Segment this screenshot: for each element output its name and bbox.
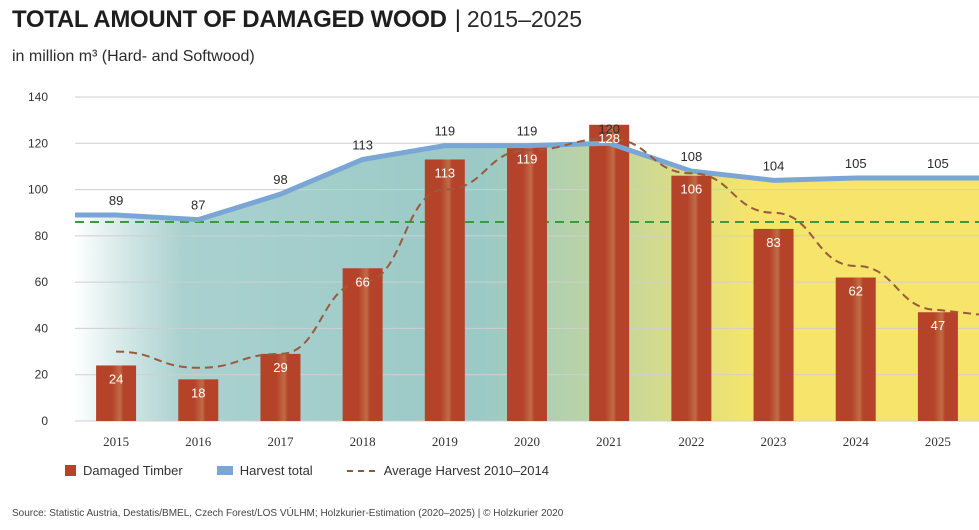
bar-damaged-timber: [835, 277, 876, 421]
harvest-value-label: 108: [681, 149, 703, 164]
bar-damaged-timber: [342, 268, 383, 421]
harvest-value-label: 98: [273, 172, 287, 187]
x-tick-label: 2017: [267, 434, 294, 449]
y-tick-label: 100: [28, 183, 48, 197]
harvest-value-label: 119: [517, 124, 538, 139]
y-tick-label: 20: [35, 368, 49, 382]
legend-item-harvest: Harvest total: [216, 463, 313, 478]
x-tick-label: 2020: [514, 434, 540, 449]
bar-damaged-timber: [753, 228, 794, 421]
bar-value-label: 66: [355, 274, 369, 289]
bar-value-label: 18: [191, 385, 205, 400]
chart-legend: Damaged Timber Harvest total Average Har…: [65, 463, 583, 478]
harvest-value-label: 104: [763, 158, 785, 173]
bar-value-label: 106: [681, 182, 703, 197]
harvest-value-label: 89: [109, 193, 123, 208]
harvest-value-label: 105: [845, 156, 867, 171]
harvest-value-label: 120: [598, 121, 620, 136]
chart-subtitle: in million m³ (Hard- and Softwood): [12, 48, 255, 65]
legend-item-damaged: Damaged Timber: [65, 463, 183, 478]
title-years: 2015–2025: [466, 6, 583, 32]
title-separator: |: [454, 6, 461, 33]
title-main: TOTAL AMOUNT OF DAMAGED WOOD: [12, 6, 447, 33]
x-tick-label: 2023: [761, 434, 787, 449]
source-note: Source: Statistic Austria, Destatis/BMEL…: [12, 508, 564, 519]
harvest-total-line: [75, 140, 979, 223]
y-tick-label: 140: [28, 90, 48, 104]
bar-value-label: 47: [931, 318, 945, 333]
y-tick-label: 40: [35, 321, 49, 335]
legend-swatch-damaged: [65, 465, 76, 476]
x-tick-label: 2019: [432, 434, 458, 449]
x-tick-label: 2018: [350, 434, 376, 449]
x-tick-label: 2021: [596, 434, 622, 449]
legend-item-average: Average Harvest 2010–2014: [346, 463, 549, 478]
bar-value-label: 119: [517, 152, 538, 167]
harvest-value-label: 119: [434, 124, 455, 139]
bar-value-label: 83: [766, 235, 780, 250]
bar-value-label: 24: [109, 371, 123, 386]
damaged-trend-line: [116, 137, 979, 369]
chart-title: TOTAL AMOUNT OF DAMAGED WOOD | 2015–2025: [12, 6, 582, 34]
y-tick-label: 0: [41, 414, 48, 428]
bar-damaged-timber: [424, 159, 465, 421]
x-tick-label: 2025: [925, 434, 951, 449]
harvest-value-label: 87: [191, 198, 205, 213]
bar-damaged-timber: [96, 365, 137, 421]
legend-label-average: Average Harvest 2010–2014: [383, 463, 549, 478]
bar-damaged-timber: [589, 124, 630, 422]
legend-label-damaged: Damaged Timber: [83, 463, 183, 478]
y-tick-label: 60: [35, 275, 49, 289]
bar-value-label: 29: [273, 360, 287, 375]
x-tick-label: 2024: [843, 434, 870, 449]
legend-label-harvest: Harvest total: [239, 463, 313, 478]
x-tick-label: 2016: [185, 434, 212, 449]
x-tick-label: 2015: [103, 434, 129, 449]
y-tick-label: 80: [35, 229, 49, 243]
bar-damaged-timber: [178, 379, 219, 421]
x-tick-label: 2022: [678, 434, 704, 449]
y-tick-label: 120: [28, 136, 48, 150]
bar-damaged-timber: [671, 175, 712, 421]
legend-swatch-average: [346, 469, 375, 472]
harvest-value-label: 113: [352, 137, 373, 152]
chart-canvas: 0 20 40 60 80 100 120 140 24 18 29 66 113 119 128 106 83…: [28, 90, 979, 449]
bar-value-label: 128: [598, 131, 620, 146]
harvest-value-label: 105: [927, 156, 949, 171]
bar-damaged-timber: [917, 312, 958, 421]
bar-damaged-timber: [260, 353, 301, 421]
bar-value-label: 113: [434, 165, 455, 180]
legend-swatch-harvest: [216, 466, 233, 475]
bar-damaged-timber: [507, 145, 547, 421]
bar-value-label: 62: [848, 284, 862, 299]
